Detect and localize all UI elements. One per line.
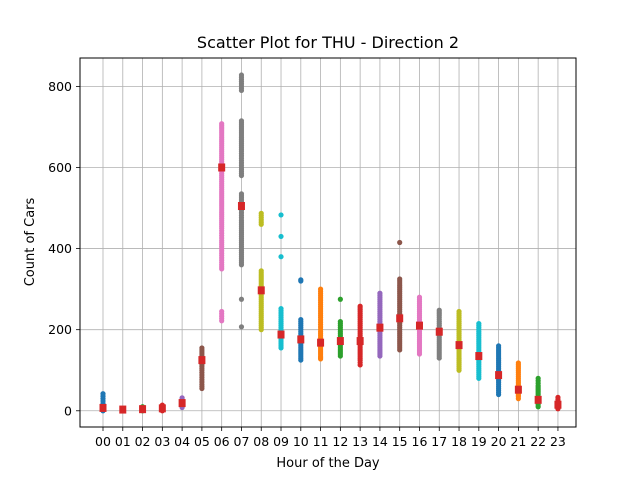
x-axis-label: Hour of the Day: [276, 456, 380, 471]
data-point: [219, 121, 225, 127]
y-axis-ticks: 0 200 400 600 800: [48, 79, 80, 418]
mean-marker: [554, 400, 562, 409]
mean-marker: [455, 341, 463, 350]
mean-marker: [218, 163, 226, 172]
data-point: [496, 343, 502, 349]
data-point: [199, 345, 205, 351]
data-point: [476, 320, 482, 327]
x-tick-label: 05: [194, 434, 210, 449]
plot-frame: [79, 57, 577, 428]
data-point: [238, 118, 245, 124]
mean-marker: [119, 405, 127, 414]
mean-marker: [257, 286, 265, 295]
data-points: [100, 72, 561, 414]
x-tick-label: 12: [332, 434, 348, 449]
x-tick-label: 17: [431, 434, 447, 449]
data-point: [258, 268, 264, 274]
mean-marker: [376, 323, 384, 332]
data-point: [278, 254, 284, 260]
x-tick-label: 03: [154, 434, 170, 449]
data-point: [298, 277, 304, 283]
data-point: [278, 233, 284, 240]
x-axis-ticks: 00 01 02 03 04 05 06 07 08 09 10 11 12 13 14 15 16 17 18 19…: [95, 427, 566, 449]
x-tick-label: 14: [372, 434, 388, 449]
data-point: [377, 290, 383, 296]
x-tick-label: 10: [293, 434, 309, 449]
mean-marker: [158, 404, 166, 413]
x-tick-label: 00: [95, 434, 111, 449]
chart-title: Scatter Plot for THU - Direction 2: [197, 33, 459, 52]
x-tick-label: 02: [135, 434, 151, 449]
y-tick-label: 800: [48, 79, 72, 94]
mean-marker: [396, 314, 404, 323]
data-point: [298, 316, 304, 323]
x-tick-label: 01: [115, 434, 131, 449]
data-point: [238, 324, 245, 330]
mean-marker: [435, 327, 443, 336]
data-point: [535, 375, 541, 381]
data-point: [278, 212, 284, 218]
x-tick-label: 08: [253, 434, 269, 449]
data-point: [416, 294, 423, 300]
mean-marker: [495, 371, 503, 380]
x-tick-label: 09: [273, 434, 289, 449]
x-tick-label: 16: [412, 434, 428, 449]
mean-marker: [277, 330, 285, 339]
data-point: [397, 276, 403, 282]
mean-marker: [198, 356, 206, 365]
mean-marker: [237, 202, 245, 211]
mean-markers: [99, 163, 562, 414]
x-tick-label: 07: [234, 434, 250, 449]
data-point: [555, 394, 561, 400]
x-tick-label: 20: [491, 434, 507, 449]
data-point: [258, 210, 264, 216]
data-point: [456, 308, 462, 315]
mean-marker: [317, 338, 325, 347]
y-tick-label: 200: [48, 322, 72, 337]
y-tick-label: 0: [64, 403, 72, 418]
mean-marker: [99, 403, 107, 412]
mean-marker: [178, 399, 186, 408]
x-tick-label: 15: [392, 434, 408, 449]
y-axis-label: Count of Cars: [23, 197, 38, 286]
mean-marker: [415, 321, 423, 330]
y-tick-label: 400: [48, 241, 72, 256]
mean-marker: [514, 385, 522, 394]
data-point: [436, 307, 442, 313]
mean-marker: [336, 337, 344, 346]
data-point: [238, 72, 245, 78]
x-tick-label: 21: [510, 434, 526, 449]
x-tick-label: 23: [550, 434, 566, 449]
mean-marker: [356, 337, 364, 346]
x-tick-label: 18: [451, 434, 467, 449]
data-point: [278, 305, 284, 312]
x-tick-label: 13: [352, 434, 368, 449]
y-tick-label: 600: [48, 160, 72, 175]
mean-marker: [534, 395, 542, 404]
data-point: [100, 391, 106, 397]
data-point: [219, 308, 225, 315]
x-tick-label: 06: [214, 434, 230, 449]
x-tick-label: 19: [471, 434, 487, 449]
x-tick-label: 11: [313, 434, 329, 449]
x-tick-label: 04: [174, 434, 190, 449]
data-point: [515, 360, 521, 366]
data-point: [357, 303, 363, 309]
x-tick-label: 22: [530, 434, 546, 449]
data-point: [337, 296, 343, 302]
data-point: [238, 296, 245, 302]
data-point: [397, 239, 403, 246]
mean-marker: [297, 335, 305, 344]
mean-marker: [139, 405, 147, 414]
data-point: [337, 318, 343, 325]
data-point: [238, 191, 245, 197]
data-point: [317, 286, 324, 292]
mean-marker: [475, 352, 483, 361]
